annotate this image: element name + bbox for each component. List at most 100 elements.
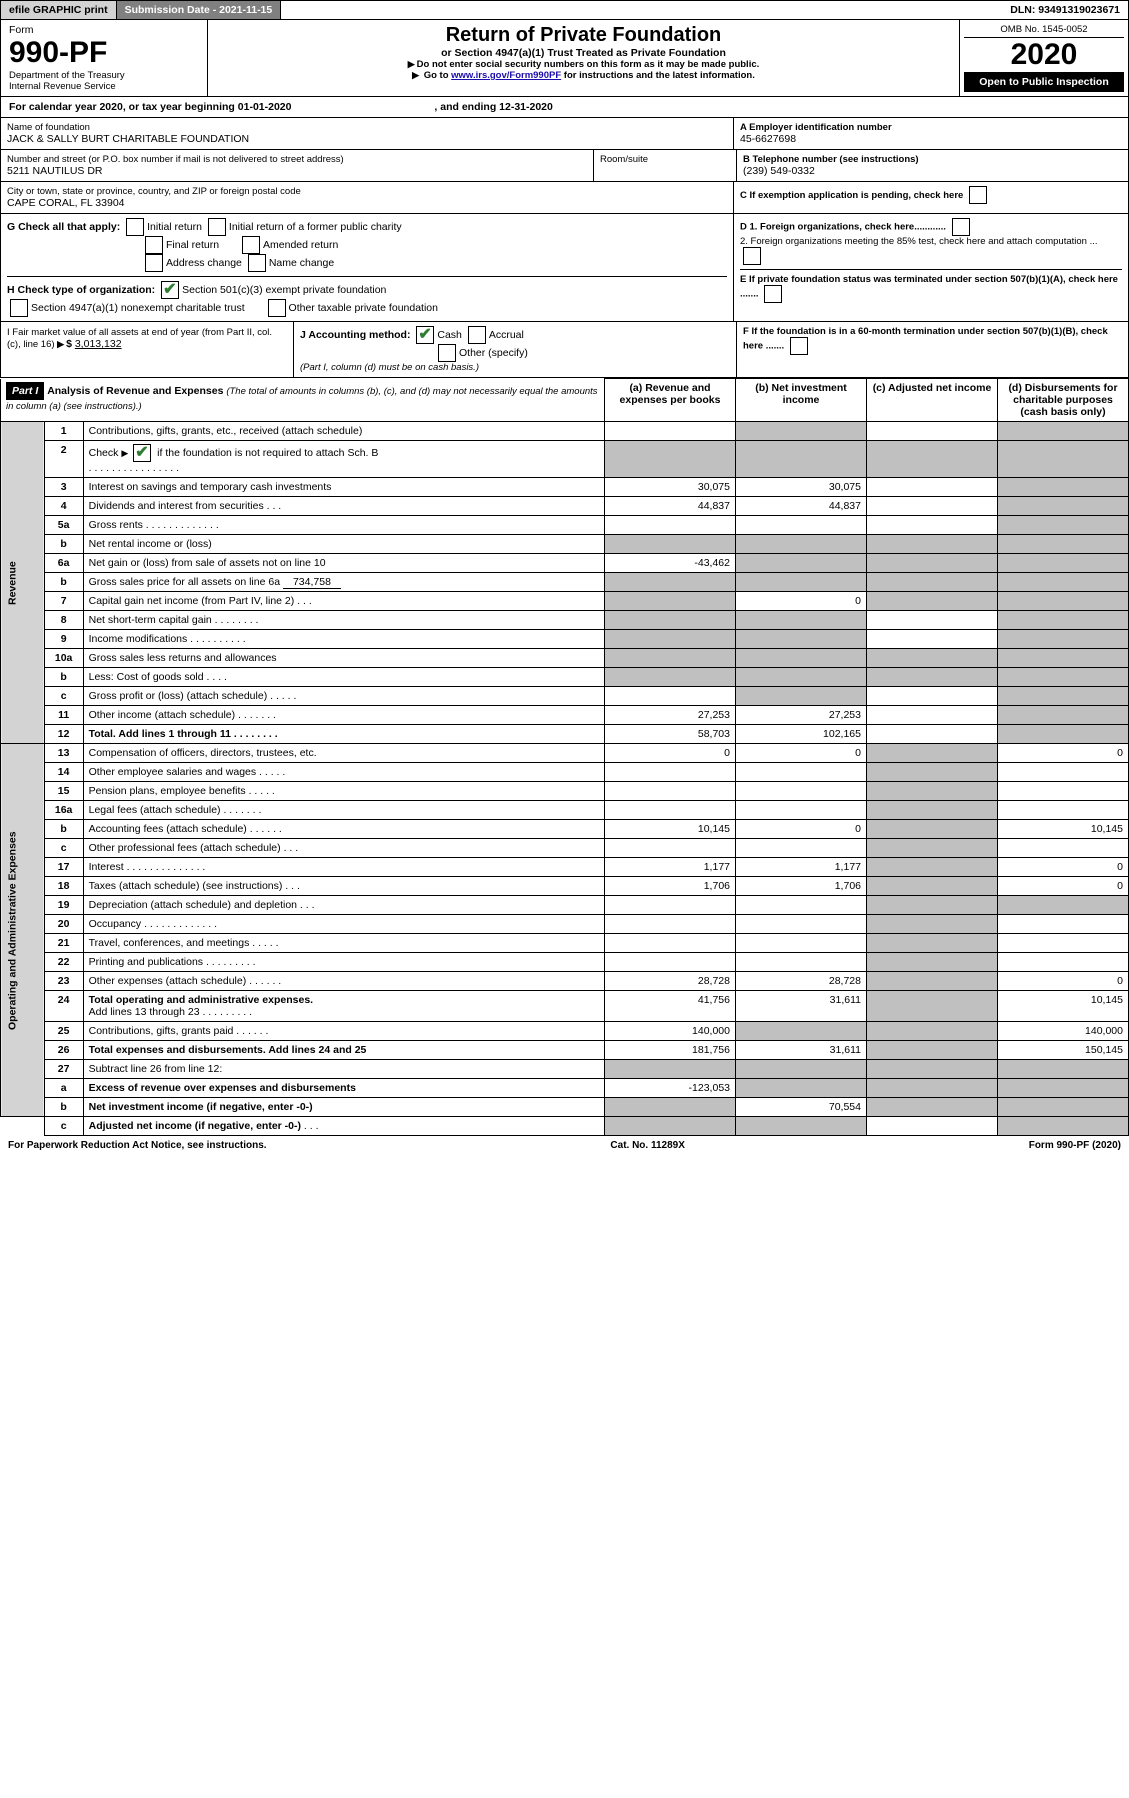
i-value: 3,013,132 <box>75 338 122 350</box>
g-h-row: G Check all that apply: Initial return I… <box>0 214 1129 322</box>
note-ssn: Do not enter social security numbers on … <box>216 59 951 70</box>
h-other-tax[interactable] <box>268 299 286 317</box>
line-16c: Other professional fees (attach schedule… <box>83 839 604 858</box>
line-6b: Gross sales price for all assets on line… <box>83 573 604 592</box>
return-title: Return of Private Foundation <box>216 24 951 47</box>
j-other[interactable] <box>438 344 456 362</box>
h-501c3[interactable] <box>161 281 179 299</box>
g-block: G Check all that apply: Initial return I… <box>7 218 727 272</box>
footer: For Paperwork Reduction Act Notice, see … <box>0 1136 1129 1155</box>
phone-label: B Telephone number (see instructions) <box>743 154 1122 165</box>
h-4947[interactable] <box>10 299 28 317</box>
part1-table: Part I Analysis of Revenue and Expenses … <box>0 378 1129 1136</box>
line-5a: Gross rents . . . . . . . . . . . . . <box>83 516 604 535</box>
paperwork-notice: For Paperwork Reduction Act Notice, see … <box>8 1140 267 1151</box>
line-13: Compensation of officers, directors, tru… <box>83 744 604 763</box>
note-goto: Go to www.irs.gov/Form990PF for instruct… <box>216 70 951 81</box>
line-18: Taxes (attach schedule) (see instruction… <box>83 877 604 896</box>
irs: Internal Revenue Service <box>9 81 199 92</box>
line-20: Occupancy . . . . . . . . . . . . . <box>83 915 604 934</box>
irs-link[interactable]: www.irs.gov/Form990PF <box>451 70 561 81</box>
line-15: Pension plans, employee benefits . . . .… <box>83 782 604 801</box>
part1-label: Part I <box>6 382 44 400</box>
line-24: Total operating and administrative expen… <box>83 991 604 1022</box>
name-label: Name of foundation <box>7 122 727 133</box>
city-label: City or town, state or province, country… <box>7 186 727 197</box>
dln: DLN: 93491319023671 <box>281 1 1128 19</box>
j-accrual[interactable] <box>468 326 486 344</box>
g-initial[interactable] <box>126 218 144 236</box>
ein: 45-6627698 <box>740 133 1122 145</box>
ein-label: A Employer identification number <box>740 122 1122 133</box>
line-19: Depreciation (attach schedule) and deple… <box>83 896 604 915</box>
schb-checkbox[interactable] <box>133 444 151 462</box>
line-27b: Net investment income (if negative, ente… <box>83 1098 604 1117</box>
line-10b: Less: Cost of goods sold . . . . <box>83 668 604 687</box>
line-8: Net short-term capital gain . . . . . . … <box>83 611 604 630</box>
line-14: Other employee salaries and wages . . . … <box>83 763 604 782</box>
e-block: E If private foundation status was termi… <box>740 269 1122 303</box>
address: 5211 NAUTILUS DR <box>7 165 587 177</box>
omb-block: OMB No. 1545-0052 2020 Open to Public In… <box>959 20 1128 96</box>
entity-row2: Number and street (or P.O. box number if… <box>0 150 1129 182</box>
form-header: Form 990-PF Department of the Treasury I… <box>0 20 1129 97</box>
col-a: (a) Revenue and expenses per books <box>605 379 736 422</box>
j-cash[interactable] <box>416 326 434 344</box>
g-initial-former[interactable] <box>208 218 226 236</box>
line-2: Check if the foundation is not required … <box>83 441 604 478</box>
dept: Department of the Treasury <box>9 70 199 81</box>
line-16b: Accounting fees (attach schedule) . . . … <box>83 820 604 839</box>
col-c: (c) Adjusted net income <box>867 379 998 422</box>
foundation-name: JACK & SALLY BURT CHARITABLE FOUNDATION <box>7 133 727 145</box>
efile-print[interactable]: efile GRAPHIC print <box>1 1 117 19</box>
form-ref: Form 990-PF (2020) <box>1029 1140 1121 1151</box>
d2-checkbox[interactable] <box>743 247 761 265</box>
form-number: 990-PF <box>9 36 199 70</box>
line-10c: Gross profit or (loss) (attach schedule)… <box>83 687 604 706</box>
line-10a: Gross sales less returns and allowances <box>83 649 604 668</box>
i-label: I Fair market value of all assets at end… <box>7 327 272 350</box>
line-9: Income modifications . . . . . . . . . . <box>83 630 604 649</box>
c-label: C If exemption application is pending, c… <box>740 190 963 201</box>
g-address[interactable] <box>145 254 163 272</box>
line-16a: Legal fees (attach schedule) . . . . . .… <box>83 801 604 820</box>
d1: D 1. Foreign organizations, check here..… <box>740 218 1122 236</box>
g-amended[interactable] <box>242 236 260 254</box>
form-label: Form <box>9 24 199 36</box>
expenses-section: Operating and Administrative Expenses <box>1 744 45 1117</box>
line-4: Dividends and interest from securities .… <box>83 497 604 516</box>
col-d: (d) Disbursements for charitable purpose… <box>998 379 1129 422</box>
entity-row1: Name of foundation JACK & SALLY BURT CHA… <box>0 118 1129 150</box>
h-block: H Check type of organization: Section 50… <box>7 276 727 317</box>
line-27: Subtract line 26 from line 12: <box>83 1060 604 1079</box>
line-27a: Excess of revenue over expenses and disb… <box>83 1079 604 1098</box>
part1-title: Analysis of Revenue and Expenses <box>47 385 226 397</box>
line-26: Total expenses and disbursements. Add li… <box>83 1041 604 1060</box>
city: CAPE CORAL, FL 33904 <box>7 197 727 209</box>
top-bar: efile GRAPHIC print Submission Date - 20… <box>0 0 1129 20</box>
room-label: Room/suite <box>600 154 730 165</box>
c-checkbox[interactable] <box>969 186 987 204</box>
d1-checkbox[interactable] <box>952 218 970 236</box>
line-11: Other income (attach schedule) . . . . .… <box>83 706 604 725</box>
f-checkbox[interactable] <box>790 337 808 355</box>
calendar-year: For calendar year 2020, or tax year begi… <box>0 97 1129 118</box>
line-21: Travel, conferences, and meetings . . . … <box>83 934 604 953</box>
revenue-section: Revenue <box>1 422 45 744</box>
open-public: Open to Public Inspection <box>964 72 1124 92</box>
line-25: Contributions, gifts, grants paid . . . … <box>83 1022 604 1041</box>
j-label: J Accounting method: <box>300 329 410 341</box>
form-title-block: Return of Private Foundation or Section … <box>208 20 959 96</box>
e-checkbox[interactable] <box>764 285 782 303</box>
g-name[interactable] <box>248 254 266 272</box>
return-subtitle: or Section 4947(a)(1) Trust Treated as P… <box>216 47 951 59</box>
form-id-block: Form 990-PF Department of the Treasury I… <box>1 20 208 96</box>
line-23: Other expenses (attach schedule) . . . .… <box>83 972 604 991</box>
line-6a: Net gain or (loss) from sale of assets n… <box>83 554 604 573</box>
g-final[interactable] <box>145 236 163 254</box>
i-j-f-row: I Fair market value of all assets at end… <box>0 322 1129 378</box>
cat-no: Cat. No. 11289X <box>610 1140 684 1151</box>
tax-year: 2020 <box>964 38 1124 72</box>
j-note: (Part I, column (d) must be on cash basi… <box>300 362 730 373</box>
form-page: efile GRAPHIC print Submission Date - 20… <box>0 0 1129 1155</box>
